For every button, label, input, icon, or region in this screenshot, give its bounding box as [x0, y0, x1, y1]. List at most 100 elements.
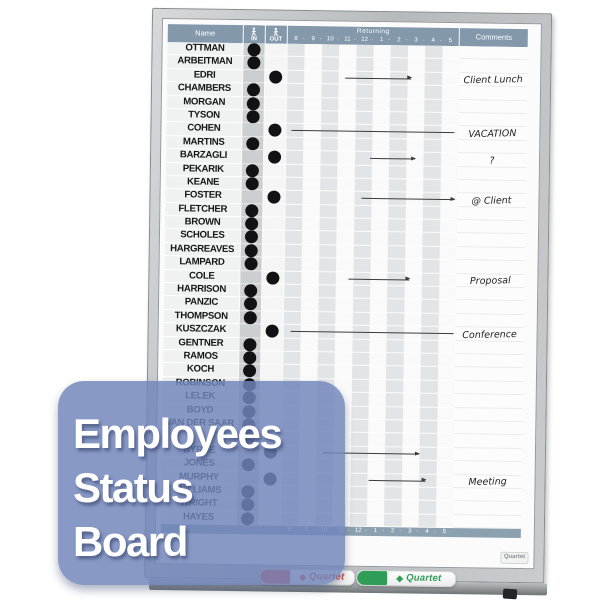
status-magnet-dot	[243, 297, 257, 311]
employee-name: GENTNER	[163, 336, 239, 352]
employee-name: RAMOS	[163, 350, 239, 365]
tray-end-cap-icon	[502, 588, 518, 600]
comment-cell	[454, 407, 523, 423]
in-cell	[240, 230, 262, 245]
employee-name: EDRI	[167, 68, 243, 84]
status-magnet-dot	[268, 70, 282, 84]
status-magnet-dot	[246, 110, 260, 124]
comment-cell	[459, 86, 528, 101]
comment-cell	[454, 380, 523, 396]
hour-label: 5	[436, 528, 453, 537]
comment-cell	[455, 313, 524, 329]
out-cell	[265, 43, 287, 58]
out-cell	[264, 110, 286, 125]
whiteboard: Name IN OUT	[144, 7, 553, 600]
status-magnet-dot	[243, 284, 258, 298]
employee-name: TYSON	[166, 109, 242, 124]
comment-cell	[457, 180, 526, 195]
in-cell	[242, 110, 264, 124]
employee-name: COHEN	[166, 122, 242, 137]
comment-cell	[455, 354, 524, 369]
in-column-header: IN	[243, 25, 265, 44]
comment-cell	[459, 59, 528, 74]
comment-cell	[457, 206, 526, 222]
in-cell	[240, 257, 262, 272]
overlay-line-2: Status	[73, 464, 194, 511]
comment-cell	[457, 233, 526, 248]
hour-label: 5	[442, 37, 459, 46]
comment-cell	[458, 99, 527, 115]
out-cell	[263, 177, 285, 192]
employee-name: HARGREAVES	[164, 242, 240, 258]
status-magnet-dot	[268, 123, 282, 138]
comment-cell	[459, 72, 528, 88]
out-cell	[263, 150, 285, 165]
returning-column-header: Returning 8910111212345	[287, 25, 460, 47]
overlay-line-1: Employees	[73, 410, 283, 457]
board-surface: Name IN OUT	[154, 18, 542, 570]
employee-name: LAMPARD	[164, 256, 240, 271]
out-cell	[265, 56, 287, 71]
in-cell	[238, 351, 261, 365]
green-marker: Quartet	[356, 569, 457, 588]
employee-name: ARBEITMAN	[167, 55, 243, 70]
out-cell	[261, 338, 283, 352]
out-cell	[262, 204, 285, 218]
status-magnet-dot	[247, 43, 261, 57]
out-label: OUT	[269, 36, 283, 43]
comments-column-header: Comments	[459, 28, 528, 48]
comment-cell	[458, 126, 527, 141]
out-cell	[261, 297, 283, 312]
status-table: Name IN OUT	[160, 24, 528, 539]
comment-cell	[456, 247, 525, 262]
in-cell	[243, 43, 265, 57]
quartet-logo: Quartet	[500, 551, 529, 565]
comment-cell	[454, 447, 523, 463]
comment-cell	[458, 153, 527, 168]
comment-cell	[454, 394, 523, 409]
comment-cell	[456, 273, 525, 289]
employee-name: CHAMBERS	[166, 82, 242, 97]
in-cell	[240, 243, 262, 258]
comment-cell	[453, 514, 522, 530]
status-magnet-dot	[243, 337, 257, 351]
comment-cell	[455, 367, 524, 382]
green-marker-cap	[357, 570, 388, 586]
employee-name: THOMPSON	[163, 309, 239, 325]
out-cell	[264, 83, 286, 98]
in-label: IN	[250, 36, 258, 43]
in-cell	[242, 69, 265, 84]
overlay-line-3: Board	[73, 518, 188, 565]
title-overlay: Employees Status Board	[58, 381, 345, 585]
out-cell	[261, 311, 283, 325]
in-cell	[238, 364, 260, 379]
comment-cell	[453, 488, 522, 503]
status-magnet-dot	[242, 351, 257, 365]
employee-name: MARTINS	[166, 135, 242, 151]
out-cell	[260, 364, 282, 379]
table-header: Name IN OUT	[167, 24, 528, 48]
employee-name: OTTMAN	[167, 42, 243, 57]
out-cell	[261, 324, 283, 339]
comment-cell	[455, 340, 524, 356]
status-magnet-dot	[246, 83, 260, 97]
in-cell	[241, 177, 263, 191]
in-cell	[241, 163, 263, 178]
in-cell	[242, 96, 264, 111]
walk-in-icon	[251, 27, 257, 36]
status-magnet-dot	[267, 150, 281, 164]
out-cell	[264, 123, 286, 138]
comment-cell	[454, 421, 523, 436]
employee-name: PEKARIK	[165, 162, 241, 178]
green-marker-brand: Quartet	[406, 572, 442, 584]
employee-name: FOSTER	[165, 189, 241, 204]
comment-cell	[453, 461, 522, 476]
out-cell	[263, 163, 285, 178]
out-cell	[260, 351, 283, 366]
in-cell	[239, 324, 261, 338]
comment-cell	[458, 113, 527, 128]
status-magnet-dot	[242, 364, 256, 378]
status-magnet-dot	[247, 56, 261, 70]
out-cell	[262, 217, 284, 232]
comment-cell	[453, 474, 522, 489]
